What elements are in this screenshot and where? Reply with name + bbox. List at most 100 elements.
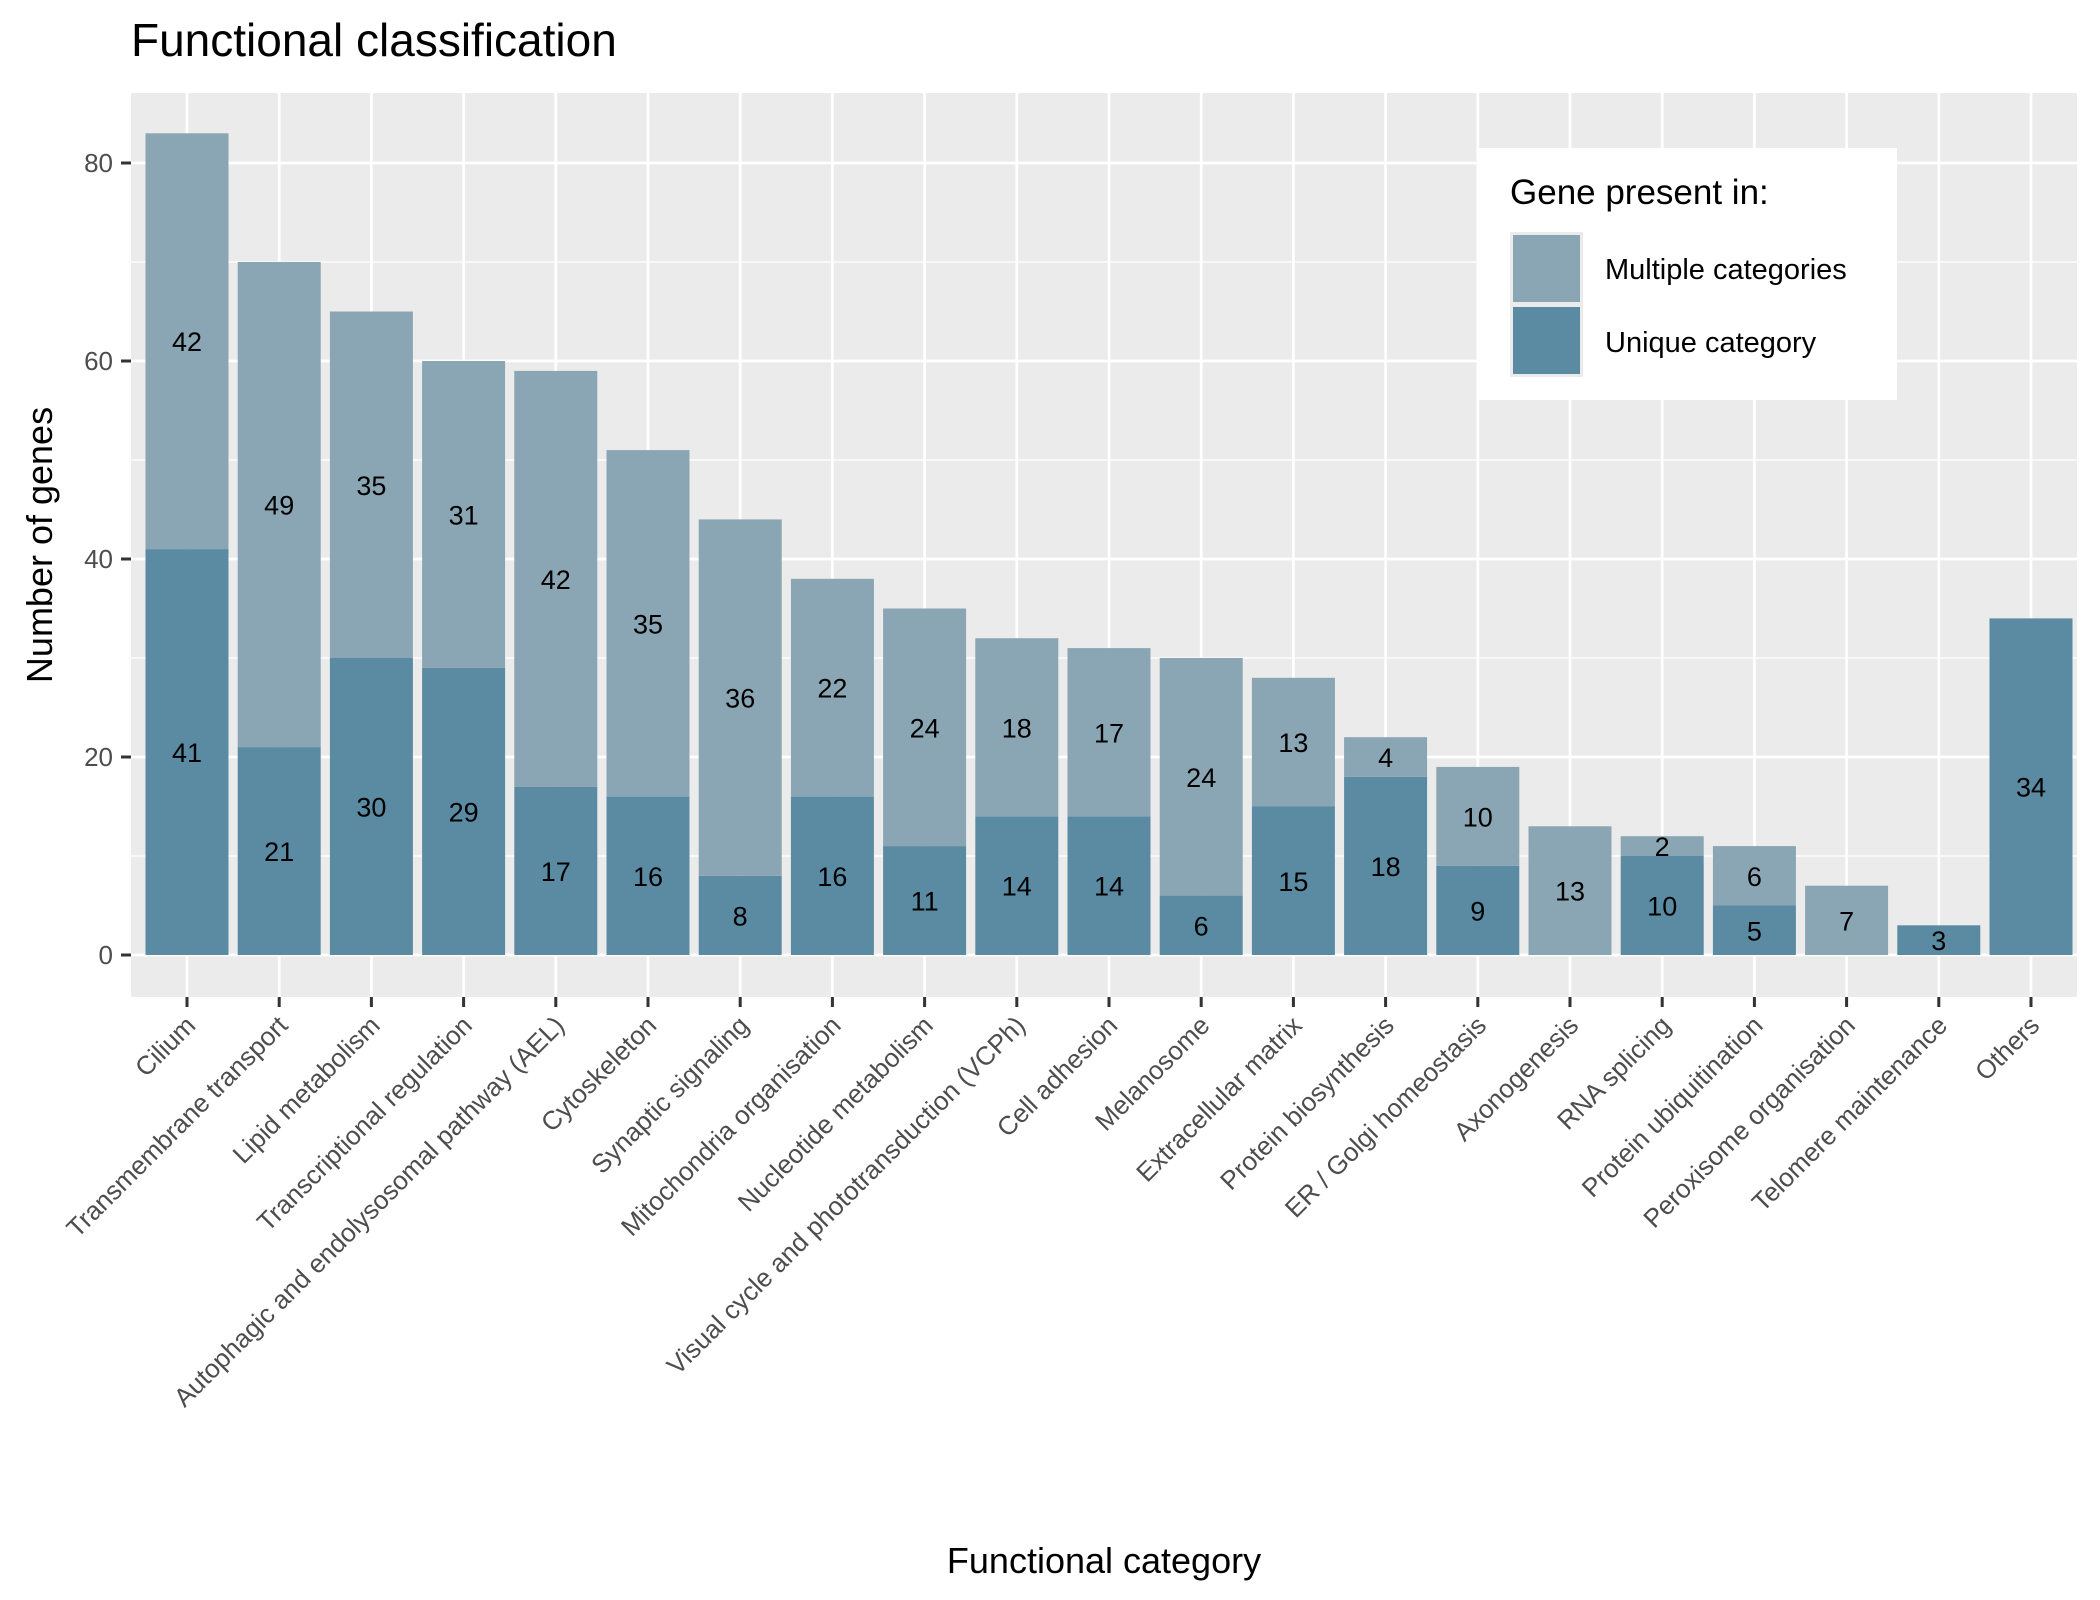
bar-unique-1 (237, 747, 321, 955)
bars (145, 133, 2073, 955)
bar-unique-6 (698, 875, 782, 955)
bar-multiple-18 (1805, 885, 1889, 955)
bar-unique-14 (1436, 865, 1520, 955)
bar-label-multiple: 13 (1555, 877, 1585, 907)
bar-multiple-0 (145, 133, 229, 550)
bar-label-multiple: 4 (1378, 743, 1393, 773)
x-axis-title: Functional category (947, 1540, 1261, 1581)
bar-multiple-11 (1159, 658, 1243, 896)
bar-label-multiple: 17 (1094, 718, 1124, 748)
bar-multiple-8 (883, 608, 967, 847)
y-tick-label: 80 (84, 148, 113, 178)
bar-label-unique: 8 (733, 901, 748, 931)
legend: Gene present in: Multiple categories Uni… (1479, 148, 1897, 400)
x-tick-label: Protein biosynthesis (1214, 1010, 1400, 1196)
legend-swatch-unique (1513, 307, 1580, 374)
bar-labels: 4142214930352931174216358361622112414181… (172, 327, 2046, 956)
bar-multiple-13 (1344, 737, 1428, 777)
bar-unique-7 (790, 796, 874, 955)
bar-multiple-12 (1251, 677, 1335, 807)
bar-label-unique: 16 (633, 862, 663, 892)
x-tick-label: Synaptic signaling (585, 1010, 754, 1179)
legend-label-unique: Unique category (1605, 327, 1817, 359)
y-tick-label: 20 (84, 742, 113, 772)
y-tick-label: 0 (99, 940, 113, 970)
bar-multiple-3 (422, 361, 506, 668)
bar-unique-16 (1620, 856, 1704, 955)
bar-label-multiple: 18 (1002, 713, 1032, 743)
bar-label-multiple: 22 (817, 674, 847, 704)
bar-label-multiple: 2 (1655, 832, 1670, 862)
bar-label-multiple: 13 (1278, 728, 1308, 758)
bar-label-unique: 15 (1278, 867, 1308, 897)
bar-label-unique: 30 (356, 793, 386, 823)
bar-label-unique: 11 (911, 887, 939, 917)
bar-unique-20 (1989, 618, 2073, 955)
y-axis: 0 20 40 60 80 (84, 148, 131, 970)
bar-label-unique: 14 (1094, 872, 1124, 902)
bar-label-unique: 16 (817, 862, 847, 892)
bar-unique-11 (1159, 895, 1243, 955)
bar-label-multiple: 35 (356, 471, 386, 501)
bar-unique-3 (422, 667, 506, 955)
bar-multiple-14 (1436, 766, 1520, 866)
bar-label-multiple: 6 (1747, 862, 1762, 892)
legend-label-multiple: Multiple categories (1605, 254, 1847, 286)
bar-unique-9 (975, 816, 1059, 955)
bar-multiple-2 (329, 311, 413, 658)
legend-item-multiple: Multiple categories (1510, 232, 1847, 305)
bar-label-multiple: 36 (725, 684, 755, 714)
bar-label-unique: 5 (1747, 916, 1762, 946)
bar-label-multiple: 42 (172, 327, 202, 357)
bar-multiple-7 (790, 578, 874, 797)
chart-title: Functional classification (131, 14, 617, 66)
bar-unique-5 (606, 796, 690, 955)
bar-unique-2 (329, 658, 413, 955)
bar-label-unique: 34 (2016, 773, 2046, 803)
bar-label-unique: 41 (172, 738, 202, 768)
bar-multiple-5 (606, 450, 690, 797)
bar-unique-12 (1251, 806, 1335, 955)
bar-label-unique: 18 (1371, 852, 1401, 882)
x-tick-label: Others (1969, 1010, 2045, 1086)
legend-swatch-multiple (1513, 235, 1580, 302)
bar-label-unique: 10 (1647, 892, 1677, 922)
bar-label-unique: 6 (1194, 911, 1209, 941)
bar-unique-0 (145, 549, 229, 955)
bar-unique-8 (883, 846, 967, 955)
bar-label-multiple: 49 (264, 491, 294, 521)
bar-multiple-4 (514, 370, 598, 787)
y-axis-title: Number of genes (19, 407, 60, 683)
bar-label-multiple: 7 (1839, 906, 1854, 936)
bar-label-multiple: 24 (910, 713, 940, 743)
bar-multiple-16 (1620, 836, 1704, 856)
x-tick-label: Extracellular matrix (1130, 1010, 1308, 1188)
bar-label-unique: 3 (1931, 926, 1946, 956)
bar-unique-4 (514, 786, 598, 955)
bar-label-unique: 9 (1470, 896, 1485, 926)
bar-label-multiple: 31 (449, 500, 479, 530)
bar-multiple-17 (1712, 846, 1796, 906)
bar-label-unique: 14 (1002, 872, 1032, 902)
bar-label-unique: 21 (264, 837, 294, 867)
bar-label-multiple: 10 (1463, 802, 1493, 832)
legend-item-unique: Unique category (1510, 304, 1817, 377)
bar-label-multiple: 35 (633, 609, 663, 639)
bar-multiple-1 (237, 262, 321, 748)
bar-multiple-10 (1067, 648, 1151, 817)
bar-label-unique: 17 (541, 857, 571, 887)
x-tick-label: Protein ubiquitination (1576, 1010, 1769, 1203)
bar-label-multiple: 24 (1186, 763, 1216, 793)
y-tick-label: 40 (84, 544, 113, 574)
bar-unique-19 (1897, 925, 1981, 955)
y-tick-label: 60 (84, 346, 113, 376)
legend-title: Gene present in: (1510, 173, 1769, 212)
bar-multiple-9 (975, 638, 1059, 817)
bar-multiple-15 (1528, 826, 1612, 955)
bar-unique-13 (1344, 776, 1428, 955)
bar-label-multiple: 42 (541, 565, 571, 595)
bar-label-unique: 29 (449, 797, 479, 827)
bar-unique-10 (1067, 816, 1151, 955)
